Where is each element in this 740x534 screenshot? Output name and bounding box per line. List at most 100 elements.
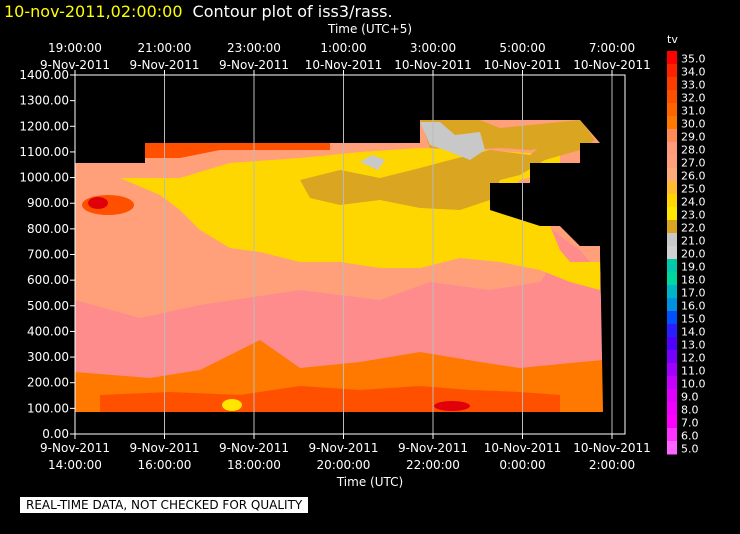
colorbar-level-label: 21.0 — [681, 235, 706, 248]
colorbar-swatch — [667, 103, 677, 117]
y-tick-label: 900.00 — [27, 196, 69, 210]
y-tick-label: 1200.00 — [19, 119, 69, 133]
colorbar-level-label: 16.0 — [681, 300, 706, 313]
y-tick-label: 1100.00 — [19, 145, 69, 159]
colorbar-swatch — [667, 181, 677, 195]
x-top-tick-time: 23:00:00 — [227, 41, 281, 55]
y-tick-label: 500.00 — [27, 299, 69, 313]
colorbar-swatch — [667, 116, 677, 130]
colorbar-label: tv — [667, 33, 678, 46]
colorbar-level-label: 11.0 — [681, 365, 706, 378]
contour-band-20b — [360, 155, 385, 170]
colorbar-swatch — [667, 259, 677, 273]
colorbar-swatch — [667, 311, 677, 325]
colorbar-swatch — [667, 64, 677, 78]
x-bottom-tick-time: 0:00:00 — [499, 458, 545, 472]
y-tick-label: 600.00 — [27, 273, 69, 287]
x-top-tick-date: 9-Nov-2011 — [219, 58, 289, 72]
y-tick-label: 300.00 — [27, 350, 69, 364]
colorbar-level-label: 29.0 — [681, 131, 706, 144]
colorbar-swatch — [667, 363, 677, 377]
colorbar: 35.034.033.032.031.030.029.028.027.026.0… — [667, 51, 706, 456]
x-bottom-tick-date: 9-Nov-2011 — [130, 441, 200, 455]
x-bottom-tick-date: 9-Nov-2011 — [309, 441, 379, 455]
colorbar-swatch — [667, 298, 677, 312]
colorbar-swatch — [667, 402, 677, 416]
contour-fills — [75, 75, 625, 434]
colorbar-level-label: 12.0 — [681, 352, 706, 365]
contour-band-top-red — [145, 143, 330, 158]
y-tick-label: 100.00 — [27, 401, 69, 415]
contour-band-22 — [300, 128, 595, 210]
x-bottom-tick-time: 2:00:00 — [589, 458, 635, 472]
colorbar-swatch — [667, 142, 677, 156]
x-bottom-tick-date: 10-Nov-2011 — [484, 441, 562, 455]
colorbar-level-label: 31.0 — [681, 105, 706, 118]
colorbar-level-label: 26.0 — [681, 170, 706, 183]
colorbar-swatch — [667, 155, 677, 169]
contour-hotspot-bottom-right — [434, 401, 470, 411]
missing-data-mask-top-left — [75, 75, 625, 163]
x-bottom-tick-time: 18:00:00 — [227, 458, 281, 472]
x-top-tick-date: 10-Nov-2011 — [305, 58, 383, 72]
x-top-tick-time: 5:00:00 — [499, 41, 545, 55]
quality-disclaimer: REAL-TIME DATA, NOT CHECKED FOR QUALITY — [20, 497, 309, 513]
vertical-gridlines — [164, 75, 613, 434]
x-bottom-axis-title: Time (UTC) — [336, 475, 404, 489]
colorbar-swatch — [667, 285, 677, 299]
x-top-axis-title: Time (UTC+5) — [327, 22, 413, 36]
colorbar-swatch — [667, 441, 677, 455]
x-top-tick-time: 1:00:00 — [320, 41, 366, 55]
y-axis: 0.00 100.00 200.00 300.00 400.00 500.00 600.00… — [19, 68, 75, 441]
colorbar-level-label: 7.0 — [681, 417, 699, 430]
colorbar-swatch — [667, 90, 677, 104]
colorbar-level-label: 15.0 — [681, 313, 706, 326]
colorbar-swatch — [667, 337, 677, 351]
y-tick-label: 400.00 — [27, 324, 69, 338]
colorbar-swatch — [667, 129, 677, 143]
x-top-tick-time: 7:00:00 — [589, 41, 635, 55]
colorbar-swatch — [667, 376, 677, 390]
colorbar-level-label: 35.0 — [681, 53, 706, 66]
x-top-tick-date: 10-Nov-2011 — [573, 58, 651, 72]
x-bottom-tick-time: 20:00:00 — [317, 458, 371, 472]
colorbar-level-label: 20.0 — [681, 248, 706, 261]
colorbar-level-label: 24.0 — [681, 196, 706, 209]
x-bottom-tick-date: 10-Nov-2011 — [573, 441, 651, 455]
chart-timestamp: 10-nov-2011,02:00:00 — [4, 2, 183, 21]
contour-band-20 — [420, 122, 485, 160]
x-top-tick-date: 10-Nov-2011 — [394, 58, 472, 72]
x-bottom-tick-date: 9-Nov-2011 — [219, 441, 289, 455]
colorbar-swatch — [667, 350, 677, 364]
colorbar-level-label: 34.0 — [681, 66, 706, 79]
x-top-tick-time: 19:00:00 — [48, 41, 102, 55]
colorbar-level-label: 10.0 — [681, 378, 706, 391]
y-tick-label: 1300.00 — [19, 94, 69, 108]
colorbar-level-label: 25.0 — [681, 183, 706, 196]
x-bottom-tick-time: 16:00:00 — [138, 458, 192, 472]
colorbar-level-label: 17.0 — [681, 287, 706, 300]
contour-hotspot-upper-left-core — [88, 197, 108, 209]
x-top-tick-time: 21:00:00 — [138, 41, 192, 55]
chart-title-text: Contour plot of iss3/rass. — [192, 2, 393, 21]
colorbar-swatch — [667, 77, 677, 91]
x-bottom-tick-date: 9-Nov-2011 — [40, 441, 110, 455]
y-tick-label: 800.00 — [27, 222, 69, 236]
x-bottom-tick-date: 9-Nov-2011 — [398, 441, 468, 455]
x-top-axis: 19:00:00 9-Nov-2011 21:00:00 9-Nov-2011 23:0… — [40, 41, 651, 75]
colorbar-level-label: 32.0 — [681, 92, 706, 105]
colorbar-level-label: 8.0 — [681, 404, 699, 417]
x-top-tick-date: 10-Nov-2011 — [484, 58, 562, 72]
y-tick-label: 700.00 — [27, 248, 69, 262]
colorbar-swatch — [667, 415, 677, 429]
contour-hotspot-bottom — [222, 399, 242, 411]
colorbar-swatch — [667, 51, 677, 65]
x-bottom-axis: 9-Nov-2011 14:00:00 9-Nov-2011 16:00:00 9-No… — [40, 434, 651, 472]
colorbar-level-label: 27.0 — [681, 157, 706, 170]
colorbar-level-label: 5.0 — [681, 443, 699, 456]
colorbar-level-label: 6.0 — [681, 430, 699, 443]
colorbar-level-label: 9.0 — [681, 391, 699, 404]
missing-data-mask-bottom — [75, 412, 625, 434]
chart-title: 10-nov-2011,02:00:00 Contour plot of iss3… — [4, 2, 393, 21]
colorbar-swatch — [667, 272, 677, 286]
